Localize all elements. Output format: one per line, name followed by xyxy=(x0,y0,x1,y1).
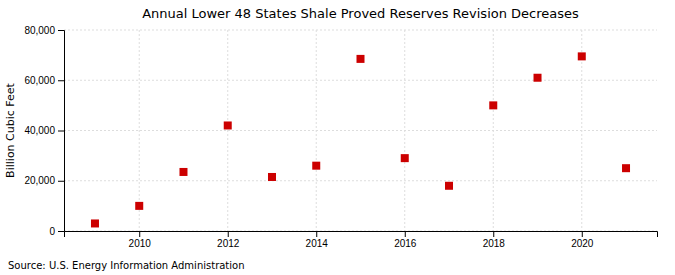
point xyxy=(401,154,409,162)
y-axis: 0 20,000 40,000 60,000 80,000 xyxy=(24,25,64,237)
point xyxy=(91,219,99,227)
axis-line xyxy=(58,31,65,232)
plot-area: 2010 2012 2014 2016 2018 2020 0 20,000 40,000 60,… xyxy=(24,25,657,249)
tick-label: 40,000 xyxy=(24,125,55,136)
grid-line-y xyxy=(64,180,657,181)
tick: 2014 xyxy=(306,231,329,249)
tick: 2016 xyxy=(394,231,417,249)
point xyxy=(135,202,143,210)
tick-mark xyxy=(316,231,317,237)
tick-label: 2010 xyxy=(129,238,152,249)
tick-mark xyxy=(58,131,64,132)
tick-label: 0 xyxy=(49,226,55,237)
point xyxy=(268,173,276,181)
grid-line-x xyxy=(227,30,228,231)
tick-mark xyxy=(58,181,64,182)
tick-mark xyxy=(139,231,140,237)
point xyxy=(534,74,542,82)
chart: 2010 2012 2014 2016 2018 2020 0 20,000 40,000 60,… xyxy=(0,0,675,275)
tick: 2018 xyxy=(483,231,506,249)
tick: 2012 xyxy=(217,231,240,249)
annotation: Source: U.S. Energy Information Administ… xyxy=(8,260,245,271)
point xyxy=(445,182,453,190)
tick-label: 2012 xyxy=(217,238,240,249)
tick: 20,000 xyxy=(24,175,64,186)
tick-mark xyxy=(58,30,64,31)
tick-label: 20,000 xyxy=(24,175,55,186)
tick-mark xyxy=(228,231,229,237)
tick: 2020 xyxy=(571,231,594,249)
grid-line-x xyxy=(316,30,317,231)
point xyxy=(224,121,232,129)
title: Annual Lower 48 States Shale Proved Rese… xyxy=(142,6,579,21)
tick: 40,000 xyxy=(24,125,64,136)
axis-line xyxy=(65,232,658,238)
tick-label: 80,000 xyxy=(24,25,55,36)
point xyxy=(622,164,630,172)
point xyxy=(179,168,187,176)
x-axis: 2010 2012 2014 2016 2018 2020 xyxy=(65,231,658,249)
tick-mark xyxy=(493,231,494,237)
tick-label: 2016 xyxy=(394,238,417,249)
point xyxy=(312,162,320,170)
tick-mark xyxy=(582,231,583,237)
tick-mark xyxy=(405,231,406,237)
tick-label: 60,000 xyxy=(24,75,55,86)
tick-label: 2018 xyxy=(483,238,506,249)
tick-label: 2014 xyxy=(306,238,329,249)
grid-line-x xyxy=(404,30,405,231)
y-axis-title: Billion Cubic Feet xyxy=(4,82,17,177)
grid-line-x xyxy=(493,30,494,231)
tick-mark xyxy=(58,231,64,232)
grid-line-y xyxy=(64,130,657,131)
points xyxy=(91,52,630,227)
point xyxy=(357,55,365,63)
tick: 80,000 xyxy=(24,25,64,36)
grid xyxy=(64,30,657,231)
grid-line-x xyxy=(139,30,140,231)
tick: 60,000 xyxy=(24,75,64,86)
tick: 0 xyxy=(49,226,64,237)
tick-label: 2020 xyxy=(571,238,594,249)
point xyxy=(489,101,497,109)
point xyxy=(578,52,586,60)
tick-mark xyxy=(58,80,64,81)
grid-line-y xyxy=(64,80,657,81)
tick: 2010 xyxy=(129,231,152,249)
grid-line-y xyxy=(64,30,657,31)
